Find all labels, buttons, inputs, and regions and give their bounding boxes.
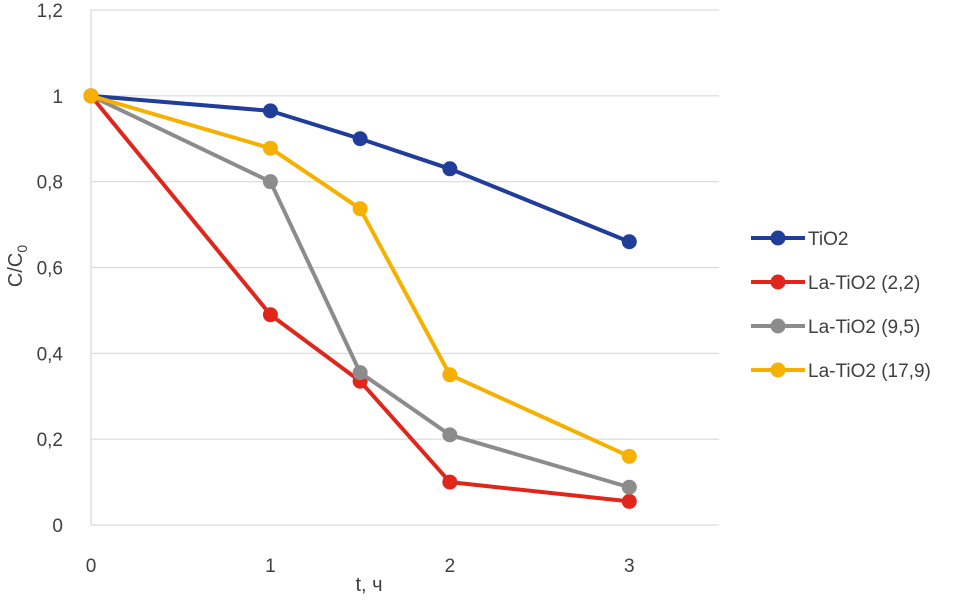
data-point [352, 201, 368, 217]
gridlines [91, 9, 719, 440]
data-point [442, 161, 458, 177]
legend-label: La-TiO2 (2,2) [808, 273, 920, 294]
legend-marker [770, 318, 786, 334]
data-point [621, 448, 637, 464]
legend-item: TiO2 [751, 229, 848, 250]
y-tick-label: 0,8 [37, 173, 63, 194]
x-tick-label: 3 [624, 556, 635, 577]
data-point [442, 474, 458, 490]
series-la-tio2-2-2- [83, 88, 637, 509]
data-point [621, 234, 637, 250]
series-line [90, 94, 630, 490]
series-line [89, 94, 630, 504]
series-line [90, 93, 631, 459]
data-point [352, 365, 368, 381]
legend-marker [770, 230, 786, 246]
x-tick-label: 0 [86, 556, 97, 577]
series-la-tio2-17-9- [83, 88, 637, 464]
legend-label: TiO2 [808, 229, 848, 250]
x-tick-label: 1 [265, 556, 276, 577]
legend-marker [770, 274, 786, 290]
x-tick-label: 2 [445, 556, 456, 577]
series-la-tio2-9-5- [83, 88, 637, 495]
y-tick-label: 0,2 [37, 430, 63, 451]
y-axis-title-main: C/C [5, 253, 27, 287]
data-point [621, 479, 637, 495]
y-tick-label: 1 [52, 87, 63, 108]
y-axis-title-subscript: 0 [14, 245, 30, 253]
x-axis-title: t, ч [355, 574, 382, 596]
data-point [442, 367, 458, 383]
data-point [352, 131, 368, 147]
legend-label: La-TiO2 (17,9) [808, 361, 931, 382]
y-tick-label: 0,4 [37, 344, 64, 365]
y-axis-title: C/C0 [5, 245, 30, 287]
x-tick-labels: 0 1 2 3 [86, 556, 635, 577]
data-point [262, 103, 278, 119]
data-point [262, 174, 278, 190]
data-point [442, 427, 458, 443]
series [83, 88, 637, 509]
legend-label: La-TiO2 (9,5) [808, 317, 920, 338]
data-point [262, 140, 278, 156]
y-tick-label: 0,6 [37, 259, 63, 280]
legend-item: La-TiO2 (17,9) [751, 361, 931, 382]
legend-item: La-TiO2 (2,2) [751, 273, 920, 294]
y-tick-label: 0 [52, 516, 63, 537]
data-point [83, 88, 99, 104]
y-tick-label: 1,2 [37, 1, 63, 22]
data-point [621, 493, 637, 509]
y-tick-labels: 0 0,2 0,4 0,6 0,8 1 1,2 [37, 1, 64, 537]
legend-marker [770, 362, 786, 378]
data-point [262, 307, 278, 323]
series-tio2 [83, 88, 637, 250]
legend-item: La-TiO2 (9,5) [751, 317, 920, 338]
legend: TiO2 La-TiO2 (2,2) La-TiO2 (9,5) La-TiO2 (1… [751, 229, 931, 382]
